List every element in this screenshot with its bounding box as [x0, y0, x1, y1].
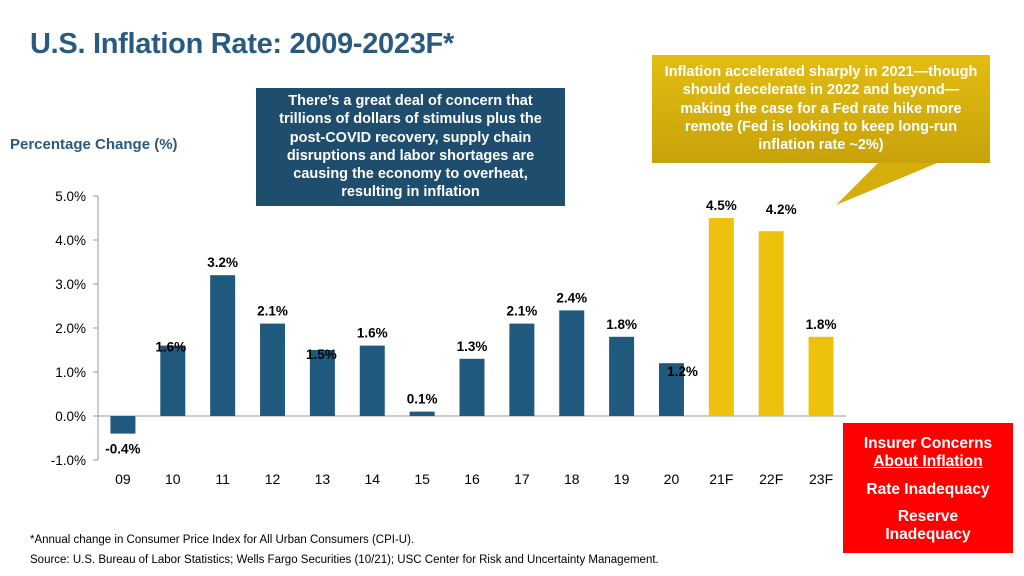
- bar-19: [609, 336, 635, 416]
- callout-pointer: [836, 161, 942, 205]
- footnote: *Annual change in Consumer Price Index f…: [30, 534, 415, 546]
- fed-rate-callout: Inflation accelerated sharply in 2021—th…: [652, 55, 990, 207]
- y-tick-label: 5.0%: [55, 189, 86, 204]
- data-label-09: -0.4%: [105, 442, 140, 457]
- x-tick-label-22F: 22F: [759, 471, 783, 487]
- x-tick-label-10: 10: [165, 471, 181, 487]
- bar-16: [459, 358, 485, 416]
- x-tick-label-12: 12: [265, 471, 281, 487]
- bar-23F: [808, 336, 834, 416]
- bar-13: [309, 350, 335, 416]
- x-tick-label-19: 19: [614, 471, 630, 487]
- fed-rate-callout-text: Inflation accelerated sharply in 2021—th…: [652, 55, 990, 163]
- bar-14: [359, 345, 385, 416]
- y-tick-label: 1.0%: [55, 365, 86, 380]
- bar-10: [160, 345, 186, 416]
- data-label-14: 1.6%: [357, 326, 388, 341]
- x-tick-label-11: 11: [215, 471, 230, 487]
- y-tick-label: 4.0%: [55, 233, 86, 248]
- x-tick-label-14: 14: [364, 471, 380, 487]
- y-tick-label: 3.0%: [55, 277, 86, 292]
- insurer-concerns-box: Insurer Concerns About Inflation Rate In…: [843, 423, 1013, 553]
- data-label-16: 1.3%: [457, 339, 488, 354]
- data-label-10: 1.6%: [155, 340, 186, 355]
- data-label-12: 2.1%: [257, 304, 288, 319]
- page-title: U.S. Inflation Rate: 2009-2023F*: [30, 28, 454, 60]
- reserve-inadequacy-item: Reserve Inadequacy: [885, 508, 971, 543]
- data-label-21F: 4.5%: [706, 198, 737, 213]
- rate-inadequacy-item: Rate Inadequacy: [866, 481, 990, 498]
- stimulus-concern-callout: There’s a great deal of concern that tri…: [256, 88, 565, 206]
- bar-09: [110, 416, 136, 434]
- x-tick-label-18: 18: [564, 471, 580, 487]
- data-label-19: 1.8%: [606, 317, 637, 332]
- insurer-concerns-subtitle: About Inflation: [873, 453, 983, 470]
- insurer-concerns-title: Insurer Concerns: [863, 435, 993, 452]
- y-axis-title: Percentage Change (%): [10, 136, 178, 153]
- x-tick-label-16: 16: [464, 471, 480, 487]
- data-label-22F: 4.2%: [766, 202, 797, 217]
- y-tick-label: 0.0%: [55, 409, 86, 424]
- y-tick-label: 2.0%: [55, 321, 86, 336]
- x-tick-label-15: 15: [414, 471, 430, 487]
- data-label-13: 1.5%: [306, 347, 337, 362]
- bar-17: [509, 323, 535, 416]
- bar-11: [210, 275, 236, 416]
- bar-21F: [708, 218, 734, 416]
- x-tick-label-13: 13: [315, 471, 331, 487]
- y-tick-label: -1.0%: [51, 453, 86, 468]
- source-note: Source: U.S. Bureau of Labor Statistics;…: [30, 554, 659, 566]
- data-label-18: 2.4%: [556, 290, 587, 305]
- bar-18: [559, 310, 585, 416]
- bar-22F: [758, 231, 784, 416]
- data-label-15: 0.1%: [407, 392, 438, 407]
- data-label-11: 3.2%: [207, 255, 238, 270]
- x-tick-label-21F: 21F: [709, 471, 733, 487]
- x-tick-label-23F: 23F: [809, 471, 833, 487]
- x-tick-label-20: 20: [664, 471, 680, 487]
- bar-15: [409, 411, 435, 416]
- data-label-20: 1.2%: [667, 364, 698, 379]
- x-tick-label-09: 09: [115, 471, 131, 487]
- data-label-23F: 1.8%: [806, 317, 837, 332]
- bar-20: [658, 363, 684, 416]
- x-tick-label-17: 17: [514, 471, 530, 487]
- data-label-17: 2.1%: [506, 304, 537, 319]
- bar-12: [260, 323, 286, 416]
